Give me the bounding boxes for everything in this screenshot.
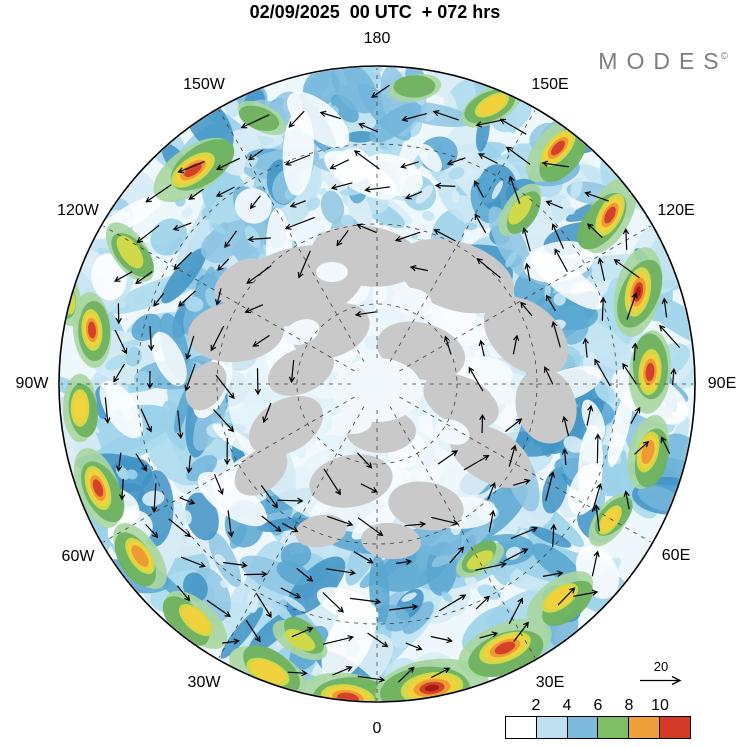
colorbar-ticks: 2 4 6 8 10: [505, 697, 691, 716]
colorbar-bar: [505, 716, 691, 739]
copyright-mark: ©: [720, 51, 728, 62]
colorbar-tick: 4: [562, 697, 572, 714]
colorbar-segment: [597, 717, 629, 738]
colorbar-segment: [628, 717, 660, 738]
modes-logo: MODES©: [598, 48, 728, 75]
reference-vector-label: 20: [653, 659, 669, 674]
colorbar-tick: 2: [531, 697, 541, 714]
colorbar-tick: 10: [651, 697, 669, 714]
reference-vector: 20: [634, 660, 688, 690]
colorbar: 2 4 6 8 10: [505, 697, 691, 739]
modes-logo-text: MODES: [598, 48, 728, 74]
colorbar-tick: 8: [624, 697, 634, 714]
reference-arrow-icon: [640, 675, 682, 686]
colorbar-segment: [506, 717, 536, 738]
colorbar-tick: 6: [593, 697, 603, 714]
colorbar-segment: [659, 717, 690, 738]
colorbar-segment: [566, 717, 598, 738]
forecast-title: 02/09/2025 00 UTC + 072 hrs: [249, 2, 501, 22]
colorbar-segment: [535, 717, 567, 738]
